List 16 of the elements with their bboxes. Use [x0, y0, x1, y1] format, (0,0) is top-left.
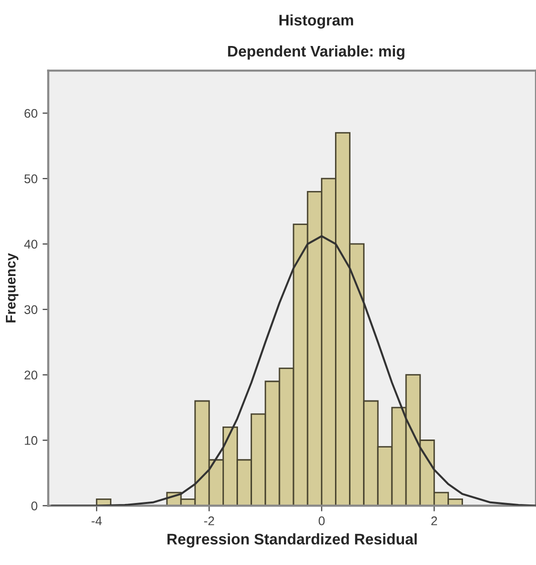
chart-title: Histogram — [279, 14, 354, 29]
x-tick-label: -2 — [204, 516, 214, 526]
y-tick-label: 30 — [24, 305, 38, 314]
x-tick-label: 2 — [431, 516, 438, 526]
y-tick-label: 0 — [31, 501, 38, 510]
x-tick-label: 0 — [318, 516, 325, 526]
y-tick-label: 20 — [24, 370, 38, 380]
y-tick-label: 50 — [24, 174, 38, 184]
chart-subtitle: Dependent Variable: mig — [228, 45, 404, 60]
line-series — [50, 235, 536, 506]
x-axis-title: Regression Standardized Residual — [168, 533, 417, 548]
y-tick-label: 60 — [24, 108, 38, 118]
y-tick-label: 10 — [24, 436, 38, 445]
x-tick-label: -4 — [92, 516, 102, 526]
y-tick-label: 40 — [24, 240, 38, 249]
y-axis-title: Frequency — [6, 253, 18, 322]
